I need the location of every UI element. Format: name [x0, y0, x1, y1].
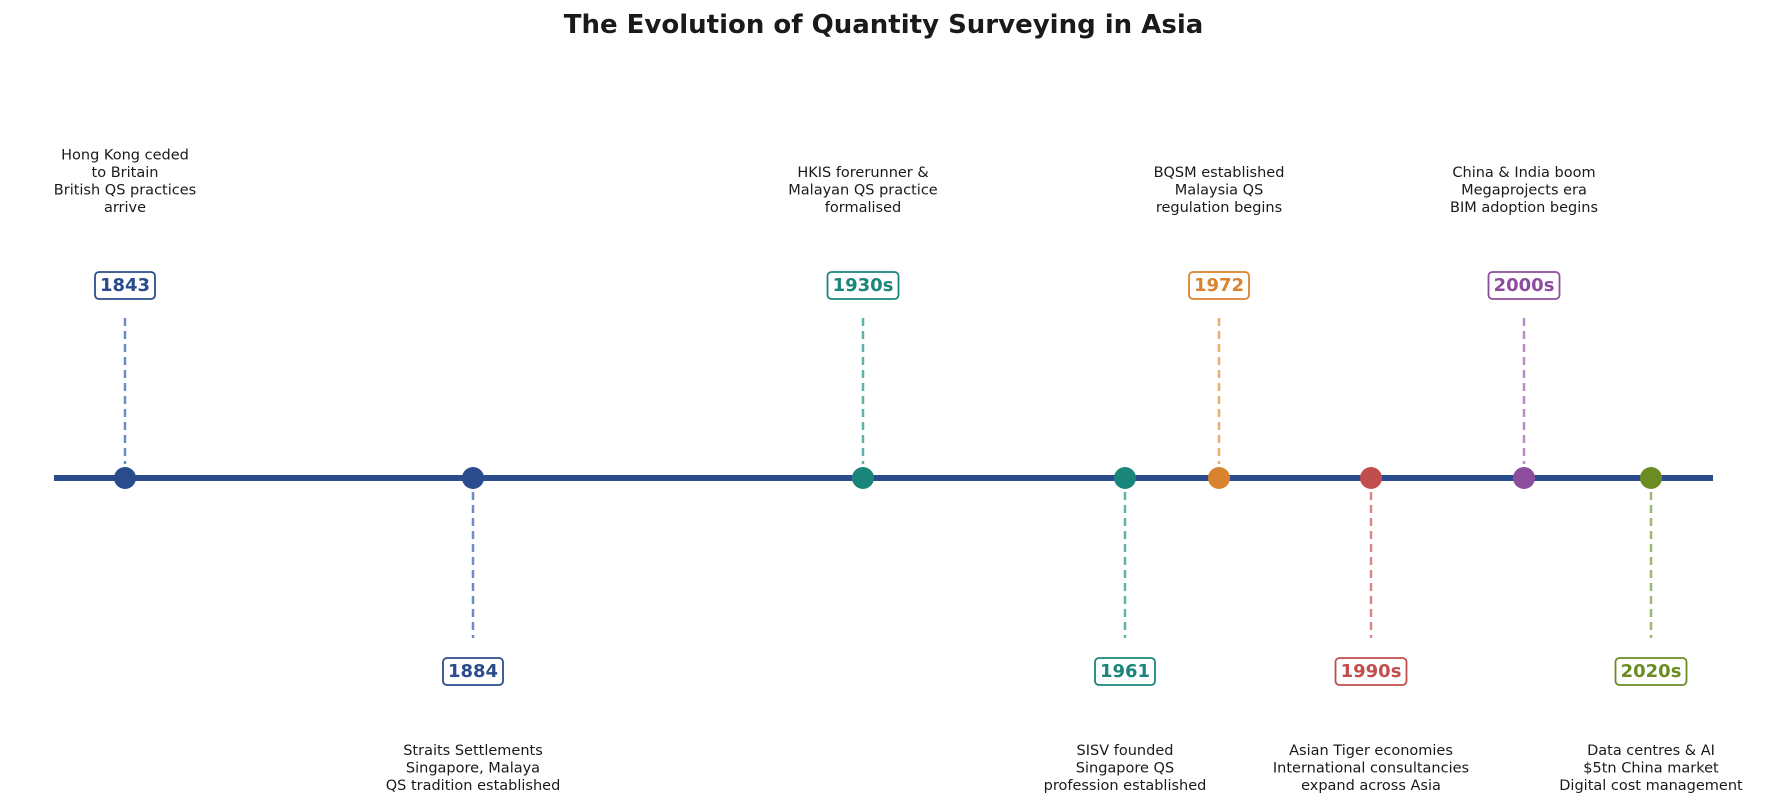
event-marker: [1513, 467, 1535, 489]
event-marker: [852, 467, 874, 489]
event-description-line: to Britain: [92, 165, 159, 181]
event-description-line: Straits Settlements: [403, 743, 543, 759]
event-description-line: Asian Tiger economies: [1289, 743, 1453, 759]
event-date-label: 2020s: [1621, 661, 1682, 682]
event-description-line: Megaprojects era: [1461, 183, 1587, 199]
event-marker: [462, 467, 484, 489]
event-description-line: Singapore, Malaya: [406, 761, 540, 777]
event-marker: [1360, 467, 1382, 489]
event-description-line: Hong Kong ceded: [61, 148, 189, 164]
event-description-line: formalised: [825, 200, 901, 216]
event-date-badge: [1614, 657, 1688, 686]
event-description-line: Malayan QS practice: [788, 183, 938, 199]
timeline-event-1930s: 1930s HKIS forerunner & Malayan QS practic…: [788, 165, 938, 489]
event-date-badge: [1094, 657, 1156, 686]
event-description-line: expand across Asia: [1301, 778, 1441, 794]
event-marker: [114, 467, 136, 489]
timeline-event-1972: 1972 BQSM established Malaysia QSregulatio…: [1154, 165, 1285, 489]
event-date-label: 1930s: [833, 275, 894, 296]
event-description-line: Malaysia QS: [1175, 183, 1264, 199]
event-date-label: 1884: [448, 661, 498, 682]
event-description-line: $5tn China market: [1583, 761, 1719, 777]
timeline-event-2000s: 2000s China & India boom Megaprojects eraB…: [1450, 165, 1598, 489]
page-title: The Evolution of Quantity Surveying in A…: [563, 10, 1204, 40]
event-description-line: Digital cost management: [1559, 778, 1743, 794]
event-description-line: BIM adoption begins: [1450, 200, 1598, 216]
event-marker: [1208, 467, 1230, 489]
event-description-line: Singapore QS: [1076, 761, 1174, 777]
event-date-badge: [1487, 271, 1561, 300]
event-marker: [1640, 467, 1662, 489]
event-date-badge: [1334, 657, 1408, 686]
event-date-label: 1990s: [1341, 661, 1402, 682]
timeline-event-1990s: 1990s Asian Tiger economies International …: [1273, 467, 1469, 794]
event-description-line: British QS practices: [54, 183, 196, 199]
event-description-line: HKIS forerunner &: [797, 165, 928, 181]
event-description-line: BQSM established: [1154, 165, 1285, 181]
timeline-event-2020s: 2020s Data centres & AI $5tn China marketD…: [1559, 467, 1743, 794]
event-date-label: 1961: [1100, 661, 1150, 682]
event-marker: [1114, 467, 1136, 489]
event-date-badge: [442, 657, 504, 686]
event-date-badge: [1188, 271, 1250, 300]
event-description-line: profession established: [1044, 778, 1207, 794]
event-date-badge: [826, 271, 900, 300]
event-description-line: International consultancies: [1273, 761, 1469, 777]
event-date-label: 2000s: [1494, 275, 1555, 296]
event-date-label: 1972: [1194, 275, 1244, 296]
event-date-label: 1843: [100, 275, 150, 296]
event-description-line: Data centres & AI: [1587, 743, 1715, 759]
event-description-line: SISV founded: [1077, 743, 1174, 759]
event-description-line: regulation begins: [1156, 200, 1282, 216]
event-description-line: arrive: [104, 200, 146, 216]
timeline-event-1884: 1884 Straits Settlements Singapore, Malaya…: [386, 467, 561, 794]
event-description-line: China & India boom: [1452, 165, 1595, 181]
event-date-badge: [94, 271, 156, 300]
event-description-line: QS tradition established: [386, 778, 561, 794]
